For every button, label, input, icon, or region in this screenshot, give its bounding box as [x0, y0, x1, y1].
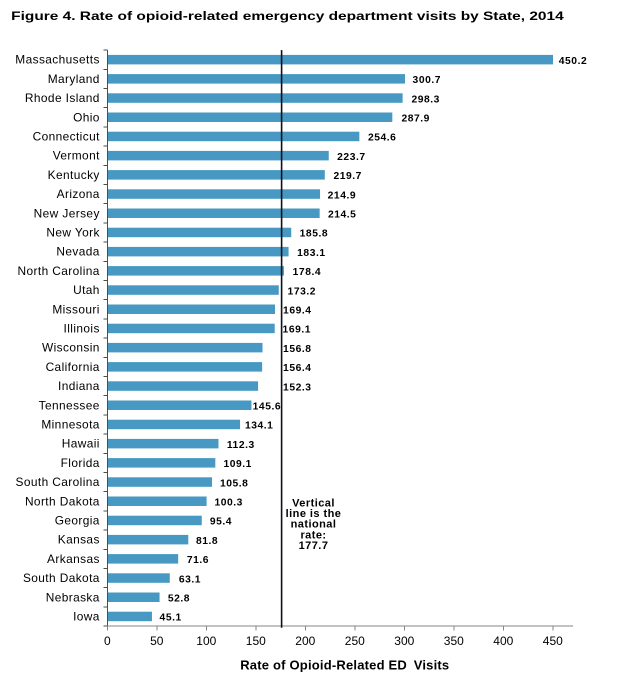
svg-text:Massachusetts: Massachusetts	[15, 53, 100, 67]
svg-text:287.9: 287.9	[401, 113, 430, 124]
svg-text:South Dakota: South Dakota	[23, 571, 100, 585]
svg-text:400: 400	[493, 634, 513, 648]
svg-text:Maryland: Maryland	[48, 72, 100, 86]
svg-text:95.4: 95.4	[210, 517, 232, 528]
svg-text:63.1: 63.1	[179, 574, 201, 585]
svg-text:183.1: 183.1	[297, 248, 326, 259]
svg-text:200: 200	[295, 634, 315, 648]
svg-text:134.1: 134.1	[245, 421, 274, 432]
svg-text:152.3: 152.3	[283, 382, 312, 393]
svg-text:350: 350	[444, 634, 464, 648]
svg-text:Wisconsin: Wisconsin	[42, 341, 100, 355]
svg-text:100.3: 100.3	[214, 497, 243, 508]
svg-text:Tennessee: Tennessee	[39, 398, 100, 412]
svg-text:Florida: Florida	[61, 456, 100, 470]
svg-text:Indiana: Indiana	[58, 379, 100, 393]
svg-text:Kentucky: Kentucky	[48, 168, 100, 182]
svg-text:Arizona: Arizona	[57, 187, 100, 201]
svg-text:112.3: 112.3	[227, 440, 255, 451]
svg-text:rate:: rate:	[300, 529, 326, 541]
svg-text:156.8: 156.8	[283, 344, 312, 355]
svg-text:Rate of Opioid-Related ED Visi: Rate of Opioid-Related ED Visits	[240, 657, 449, 672]
svg-text:250: 250	[345, 634, 365, 648]
svg-text:Arkansas: Arkansas	[47, 552, 100, 566]
svg-text:Ohio: Ohio	[73, 110, 100, 124]
svg-text:Nebraska: Nebraska	[46, 590, 100, 604]
svg-text:450: 450	[543, 634, 563, 648]
svg-text:45.1: 45.1	[160, 613, 182, 624]
svg-text:Hawaii: Hawaii	[62, 437, 100, 451]
svg-text:Kansas: Kansas	[58, 533, 100, 547]
svg-text:Nevada: Nevada	[56, 245, 99, 259]
svg-text:52.8: 52.8	[168, 593, 190, 604]
svg-text:South Carolina: South Carolina	[16, 475, 100, 489]
svg-text:New York: New York	[46, 225, 99, 239]
svg-text:156.4: 156.4	[283, 363, 312, 374]
svg-text:Vertical: Vertical	[292, 497, 335, 509]
svg-text:0: 0	[104, 634, 111, 648]
svg-text:223.7: 223.7	[337, 152, 366, 163]
svg-text:national: national	[291, 519, 337, 531]
svg-text:214.9: 214.9	[328, 190, 357, 201]
svg-text:North Dakota: North Dakota	[25, 494, 100, 508]
svg-text:California: California	[46, 360, 100, 374]
svg-text:173.2: 173.2	[288, 286, 317, 297]
svg-text:Georgia: Georgia	[55, 513, 100, 527]
svg-text:New Jersey: New Jersey	[34, 206, 100, 220]
svg-text:105.8: 105.8	[220, 478, 249, 489]
svg-text:Rhode Island: Rhode Island	[25, 91, 100, 105]
svg-text:100: 100	[196, 634, 216, 648]
svg-text:300.7: 300.7	[413, 75, 442, 86]
svg-text:North Carolina: North Carolina	[18, 264, 100, 278]
svg-text:150: 150	[246, 634, 266, 648]
svg-text:178.4: 178.4	[293, 267, 322, 278]
svg-text:81.8: 81.8	[196, 536, 218, 547]
svg-text:Illinois: Illinois	[64, 321, 100, 335]
svg-text:219.7: 219.7	[333, 171, 362, 182]
svg-text:Iowa: Iowa	[73, 609, 100, 623]
svg-text:298.3: 298.3	[411, 94, 440, 105]
svg-text:Vermont: Vermont	[53, 149, 100, 163]
svg-text:254.6: 254.6	[368, 133, 397, 144]
svg-text:Figure 4. Rate of opioid-relat: Figure 4. Rate of opioid-related emergen…	[11, 11, 564, 23]
svg-text:300: 300	[394, 634, 414, 648]
svg-text:214.5: 214.5	[328, 209, 357, 220]
svg-text:169.4: 169.4	[283, 305, 312, 316]
svg-text:109.1: 109.1	[223, 459, 252, 470]
svg-text:Minnesota: Minnesota	[41, 417, 99, 431]
svg-text:71.6: 71.6	[187, 555, 209, 566]
svg-text:145.6: 145.6	[253, 401, 282, 412]
svg-text:Missouri: Missouri	[52, 302, 99, 316]
svg-text:450.2: 450.2	[559, 56, 588, 67]
svg-text:169.1: 169.1	[283, 325, 312, 336]
svg-text:50: 50	[150, 634, 164, 648]
svg-text:Connecticut: Connecticut	[33, 129, 100, 143]
svg-text:185.8: 185.8	[300, 229, 329, 240]
svg-text:177.7: 177.7	[299, 540, 329, 552]
svg-text:Utah: Utah	[73, 283, 100, 297]
svg-text:line is the: line is the	[286, 508, 342, 520]
